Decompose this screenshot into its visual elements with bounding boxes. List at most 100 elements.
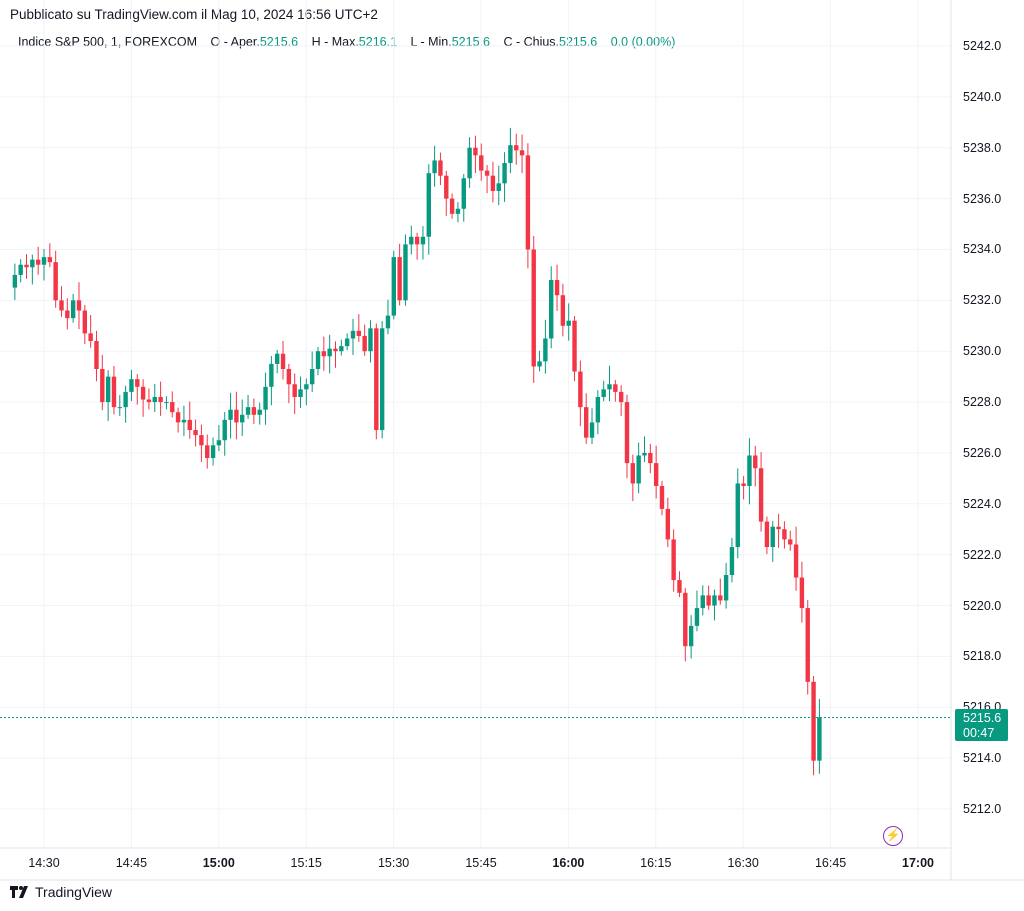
candle-body	[111, 376, 117, 408]
candle-body	[741, 483, 746, 486]
candle-body	[286, 369, 292, 385]
x-tick-label: 15:30	[377, 856, 410, 870]
candle-body	[82, 310, 88, 334]
x-tick-label: 17:00	[902, 856, 934, 870]
candle-body	[181, 419, 187, 423]
price-axis[interactable]: 5242.0 5240.0 5238.0 5236.0 5234.0 5232.0 5230…	[951, 0, 1024, 880]
candle-body	[76, 300, 82, 311]
candle-body	[170, 402, 175, 413]
candle-body	[449, 198, 455, 214]
candle-body	[712, 595, 717, 606]
candle-body	[269, 363, 274, 387]
candle-body	[397, 257, 402, 301]
y-tick-label: 5232.0	[963, 293, 1002, 308]
tradingview-brand[interactable]: TradingView	[10, 884, 112, 900]
candle-body	[298, 389, 303, 397]
y-tick-label: 5240.0	[963, 89, 1002, 104]
candle-body	[747, 455, 752, 486]
bar-countdown: 00:47	[963, 726, 995, 740]
candle-body	[479, 155, 484, 171]
candle-body	[665, 508, 671, 540]
candle-body	[24, 264, 29, 268]
candle-body	[438, 160, 443, 176]
x-tick-label: 16:00	[552, 856, 585, 870]
brand-name: TradingView	[35, 884, 113, 900]
candle-body	[694, 608, 700, 626]
candle-body	[735, 483, 740, 548]
candle-body	[583, 407, 589, 438]
candle-body	[473, 147, 478, 156]
candle-body	[164, 402, 169, 404]
candle-body	[251, 407, 257, 415]
candle-body	[240, 414, 245, 423]
candle-body	[117, 407, 122, 409]
y-tick-label: 5242.0	[963, 39, 1002, 53]
candle-body	[782, 529, 787, 540]
candle-body	[146, 399, 152, 403]
lightning-icon[interactable]: ⚡	[883, 826, 903, 846]
candle-body	[613, 384, 618, 392]
candle-body	[193, 430, 198, 436]
candle-body	[718, 595, 723, 601]
x-tick-label: 16:15	[640, 856, 672, 870]
candle-body	[729, 547, 735, 576]
candle-body	[817, 717, 822, 761]
candle-body	[339, 346, 344, 352]
candle-body	[205, 445, 210, 459]
y-tick-label: 5218.0	[963, 649, 1002, 664]
candle-body	[531, 249, 536, 367]
candle-body	[723, 575, 729, 601]
candle-body	[187, 419, 192, 431]
candle-body	[59, 300, 64, 311]
candle-body	[519, 150, 525, 156]
candle-body	[508, 145, 513, 163]
candle-body	[758, 468, 764, 522]
candle-body	[216, 440, 222, 446]
candle-body	[210, 445, 216, 459]
candle-body	[496, 183, 501, 191]
candle-body	[304, 384, 309, 390]
publish-info: Pubblicato su TradingView.com il Mag 10,…	[10, 7, 378, 22]
candle-body	[280, 353, 286, 370]
candle-body	[228, 409, 233, 420]
candle-body	[53, 262, 58, 301]
candle-body	[572, 320, 577, 372]
candle-body	[158, 396, 163, 403]
candle-body	[648, 452, 653, 464]
last-price-tag: 5215.6 00:47	[955, 709, 1008, 741]
candle-body	[793, 544, 799, 578]
candle-body	[234, 409, 239, 423]
candle-body	[140, 386, 146, 400]
candle-body	[811, 681, 816, 761]
y-tick-label: 5236.0	[963, 191, 1002, 206]
candle-body	[152, 396, 157, 403]
candle-body	[333, 348, 338, 352]
candle-body	[776, 526, 781, 530]
candle-body	[30, 259, 35, 268]
candle-body	[135, 379, 140, 387]
candle-body	[41, 257, 47, 265]
candle-body	[688, 625, 694, 647]
candle-body	[414, 236, 420, 245]
candle-body	[315, 351, 321, 370]
candle-body	[47, 257, 53, 263]
candle-body	[618, 391, 624, 403]
candle-body	[770, 526, 775, 548]
y-tick-label: 5212.0	[963, 802, 1002, 816]
candle-body	[525, 155, 531, 250]
candle-body	[309, 369, 315, 385]
candle-body	[362, 335, 367, 352]
tradingview-logo-icon	[10, 886, 28, 898]
x-tick-label: 14:30	[28, 856, 60, 870]
candle-body	[514, 145, 519, 151]
candle-body	[409, 236, 414, 245]
y-tick-label: 5222.0	[963, 547, 1002, 562]
candle-body	[595, 396, 601, 423]
candle-body	[245, 407, 251, 415]
last-price-value: 5215.6	[963, 711, 1002, 725]
candle-body	[420, 236, 426, 245]
candle-body	[589, 422, 595, 438]
candle-body	[706, 595, 711, 606]
candle-body	[321, 351, 327, 357]
